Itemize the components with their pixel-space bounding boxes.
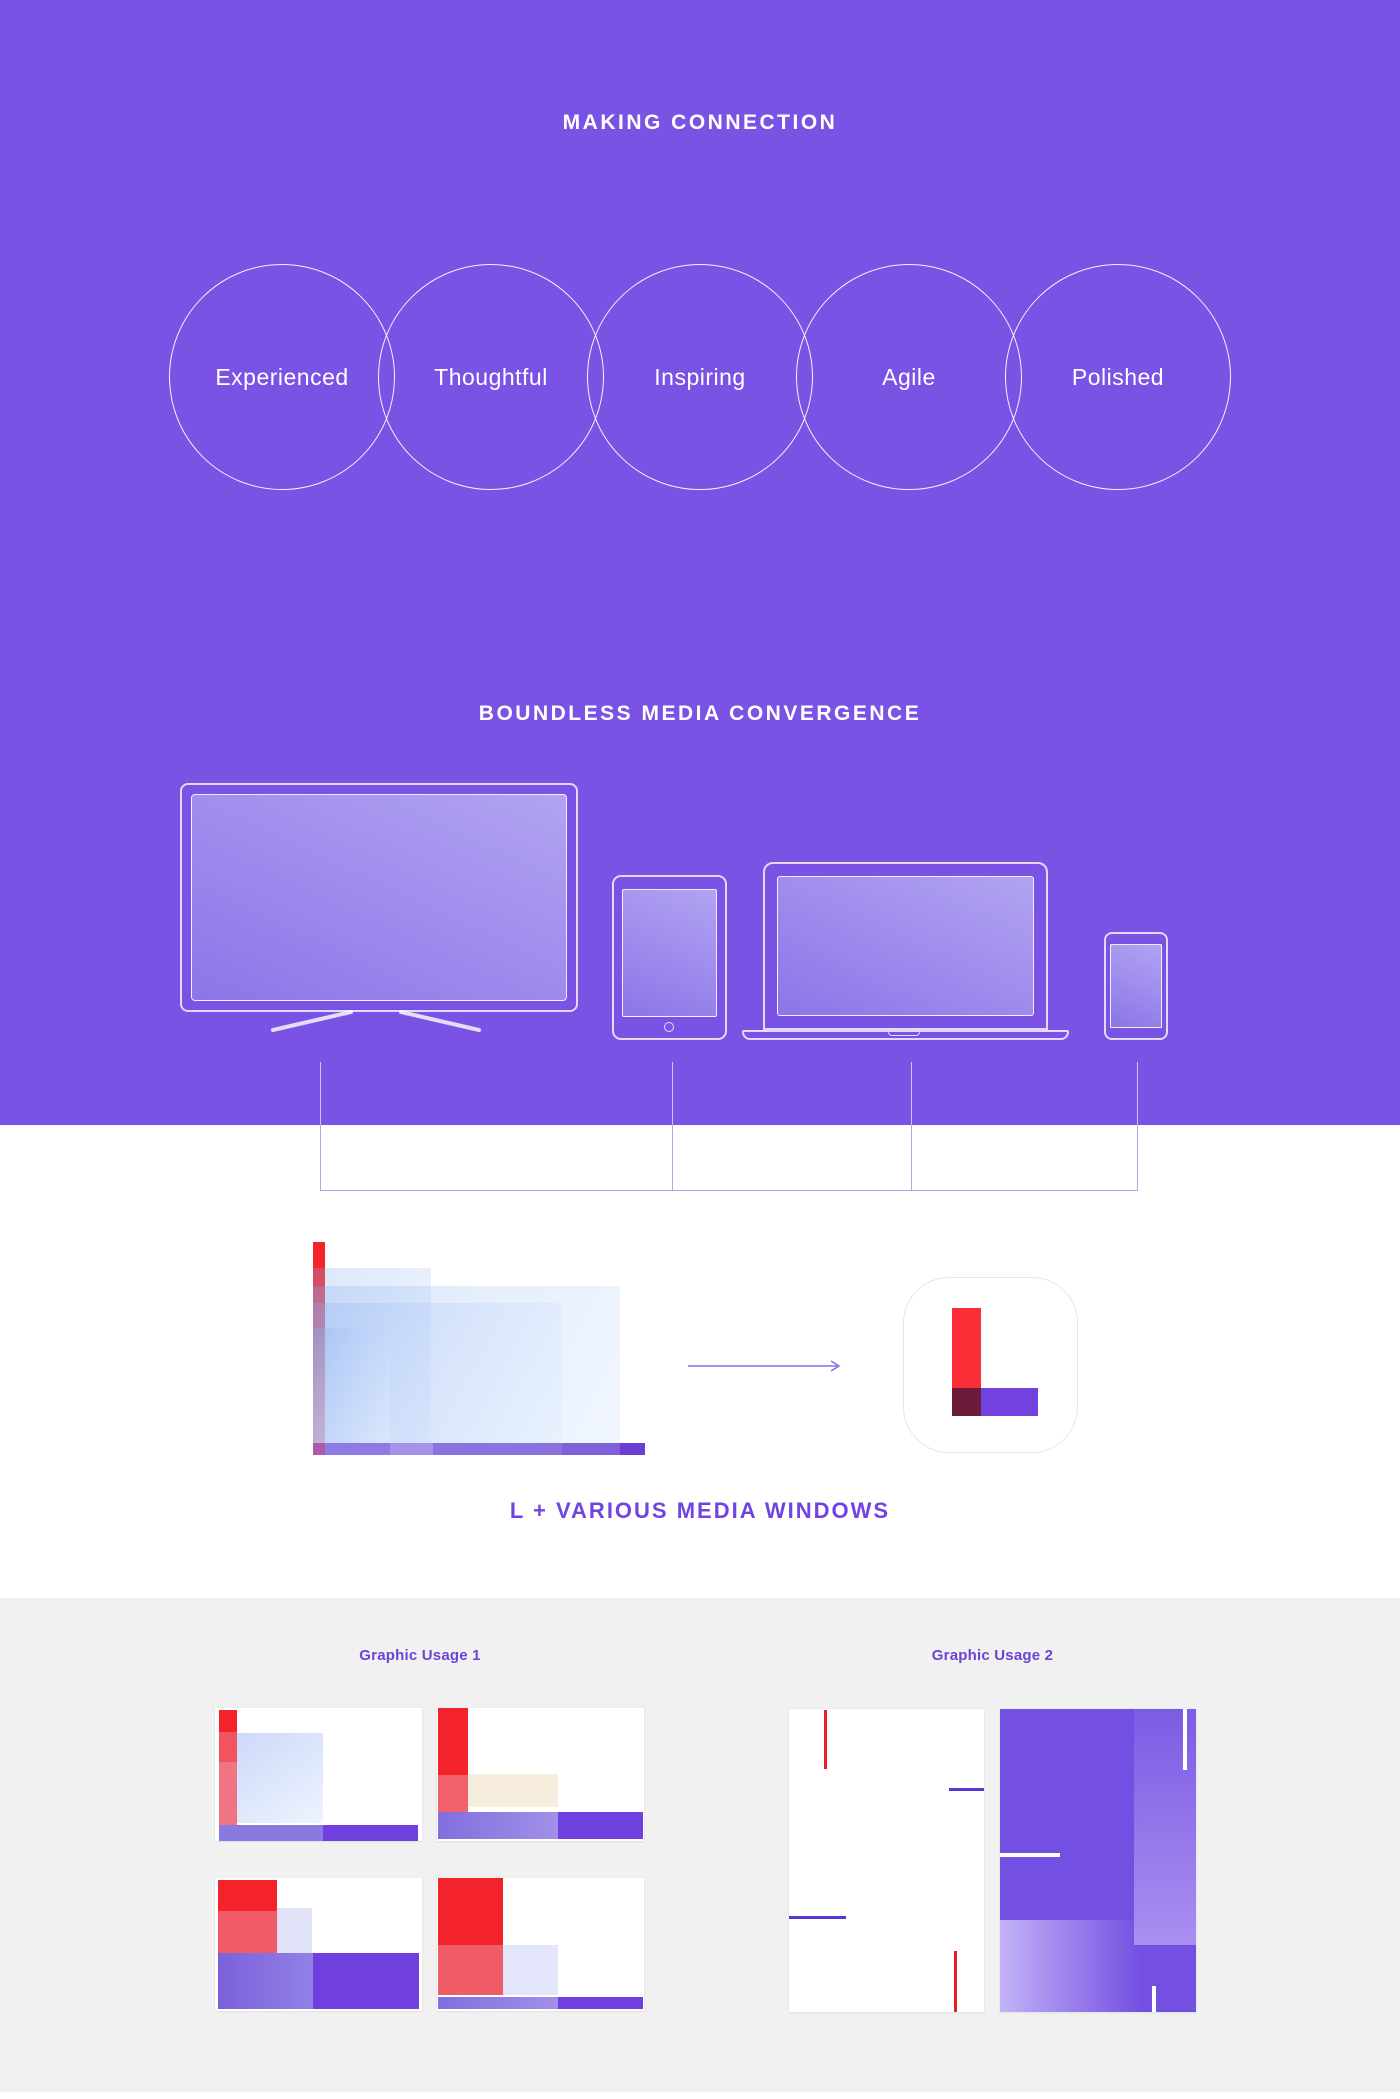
laptop-notch <box>888 1031 920 1036</box>
usage-poster-white <box>789 1709 984 2012</box>
venn-label: Polished <box>1071 363 1165 390</box>
poster-gradient-block <box>1000 1920 1140 2012</box>
tile-purple-bar <box>219 1825 418 1841</box>
tile-lavender-window <box>503 1945 558 1995</box>
poster-red-line <box>824 1710 827 1769</box>
tile-red-square <box>218 1880 277 1953</box>
section-title-making-connection: MAKING CONNECTION <box>562 111 838 134</box>
poster-white-line <box>1152 1986 1156 2012</box>
tablet-home-button <box>664 1022 674 1032</box>
laptop-screen <box>777 876 1034 1016</box>
l-mark-purple-bar <box>313 1443 645 1455</box>
poster-purple-line <box>949 1788 984 1791</box>
usage-label-1: Graphic Usage 1 <box>359 1647 481 1664</box>
laptop-lid <box>763 862 1048 1030</box>
venn-circle: Thoughtful <box>378 264 604 490</box>
venn-label: Thoughtful <box>434 363 548 390</box>
right-arrow-icon <box>688 1360 841 1372</box>
tv-leg-left <box>270 1009 354 1033</box>
poster-red-line <box>954 1951 957 2012</box>
venn-circle: Agile <box>796 264 1022 490</box>
tile-purple-bar <box>438 1812 643 1839</box>
usage-tile-1 <box>215 1708 422 1841</box>
poster-purple-line <box>789 1916 846 1919</box>
venn-circle: Polished <box>1005 264 1231 490</box>
tile-purple-bar <box>438 1997 643 2009</box>
tile-red-bar <box>219 1710 237 1825</box>
tile-red-bar <box>438 1708 468 1812</box>
smartphone-screen <box>1110 944 1162 1028</box>
app-icon <box>903 1277 1078 1453</box>
usage-tile-4 <box>437 1878 644 2011</box>
media-window <box>313 1328 390 1443</box>
poster-white-line <box>1183 1709 1187 1770</box>
tile-blue-window <box>237 1733 323 1823</box>
venn-circle: Inspiring <box>587 264 813 490</box>
hero-section: MAKING CONNECTION Experienced Thoughtful… <box>0 0 1400 1125</box>
connector-line-horizontal <box>320 1190 1138 1191</box>
section-title-boundless-media-convergence: BOUNDLESS MEDIA CONVERGENCE <box>478 702 922 725</box>
usage-poster-purple <box>1000 1709 1196 2012</box>
tv-leg-right <box>398 1009 482 1033</box>
logo-overlap-square <box>952 1388 981 1416</box>
tablet-screen <box>622 889 717 1017</box>
connector-line-vertical <box>911 1062 912 1190</box>
logo-purple-bar <box>981 1388 1038 1416</box>
usage-label-2: Graphic Usage 2 <box>931 1647 1054 1664</box>
smartphone-body <box>1104 932 1168 1040</box>
usage-tile-2 <box>437 1708 644 1841</box>
tablet-body <box>612 875 727 1040</box>
usage-tile-3 <box>215 1878 422 2011</box>
tv-frame <box>180 783 578 1012</box>
bottom-strip <box>0 2092 1400 2099</box>
venn-label: Agile <box>882 363 936 390</box>
logo-red-bar <box>952 1308 981 1388</box>
usage-section: Graphic Usage 1 Graphic Usage 2 <box>0 1598 1400 2092</box>
tile-purple-block <box>218 1953 419 2009</box>
tile-lavender-window <box>277 1908 312 1953</box>
tile-beige-window <box>468 1774 558 1807</box>
connector-line-vertical <box>1137 1062 1138 1190</box>
laptop-base <box>742 1030 1069 1040</box>
connector-line-vertical <box>672 1062 673 1190</box>
poster-white-line <box>1000 1853 1060 1857</box>
tile-red-square <box>438 1878 503 1995</box>
venn-circle: Experienced <box>169 264 395 490</box>
venn-label: Experienced <box>215 363 349 390</box>
logo-story-caption: L + VARIOUS MEDIA WINDOWS <box>509 1498 891 1523</box>
connector-line-vertical <box>320 1062 321 1190</box>
venn-label: Inspiring <box>654 363 746 390</box>
tv-screen <box>191 794 567 1001</box>
